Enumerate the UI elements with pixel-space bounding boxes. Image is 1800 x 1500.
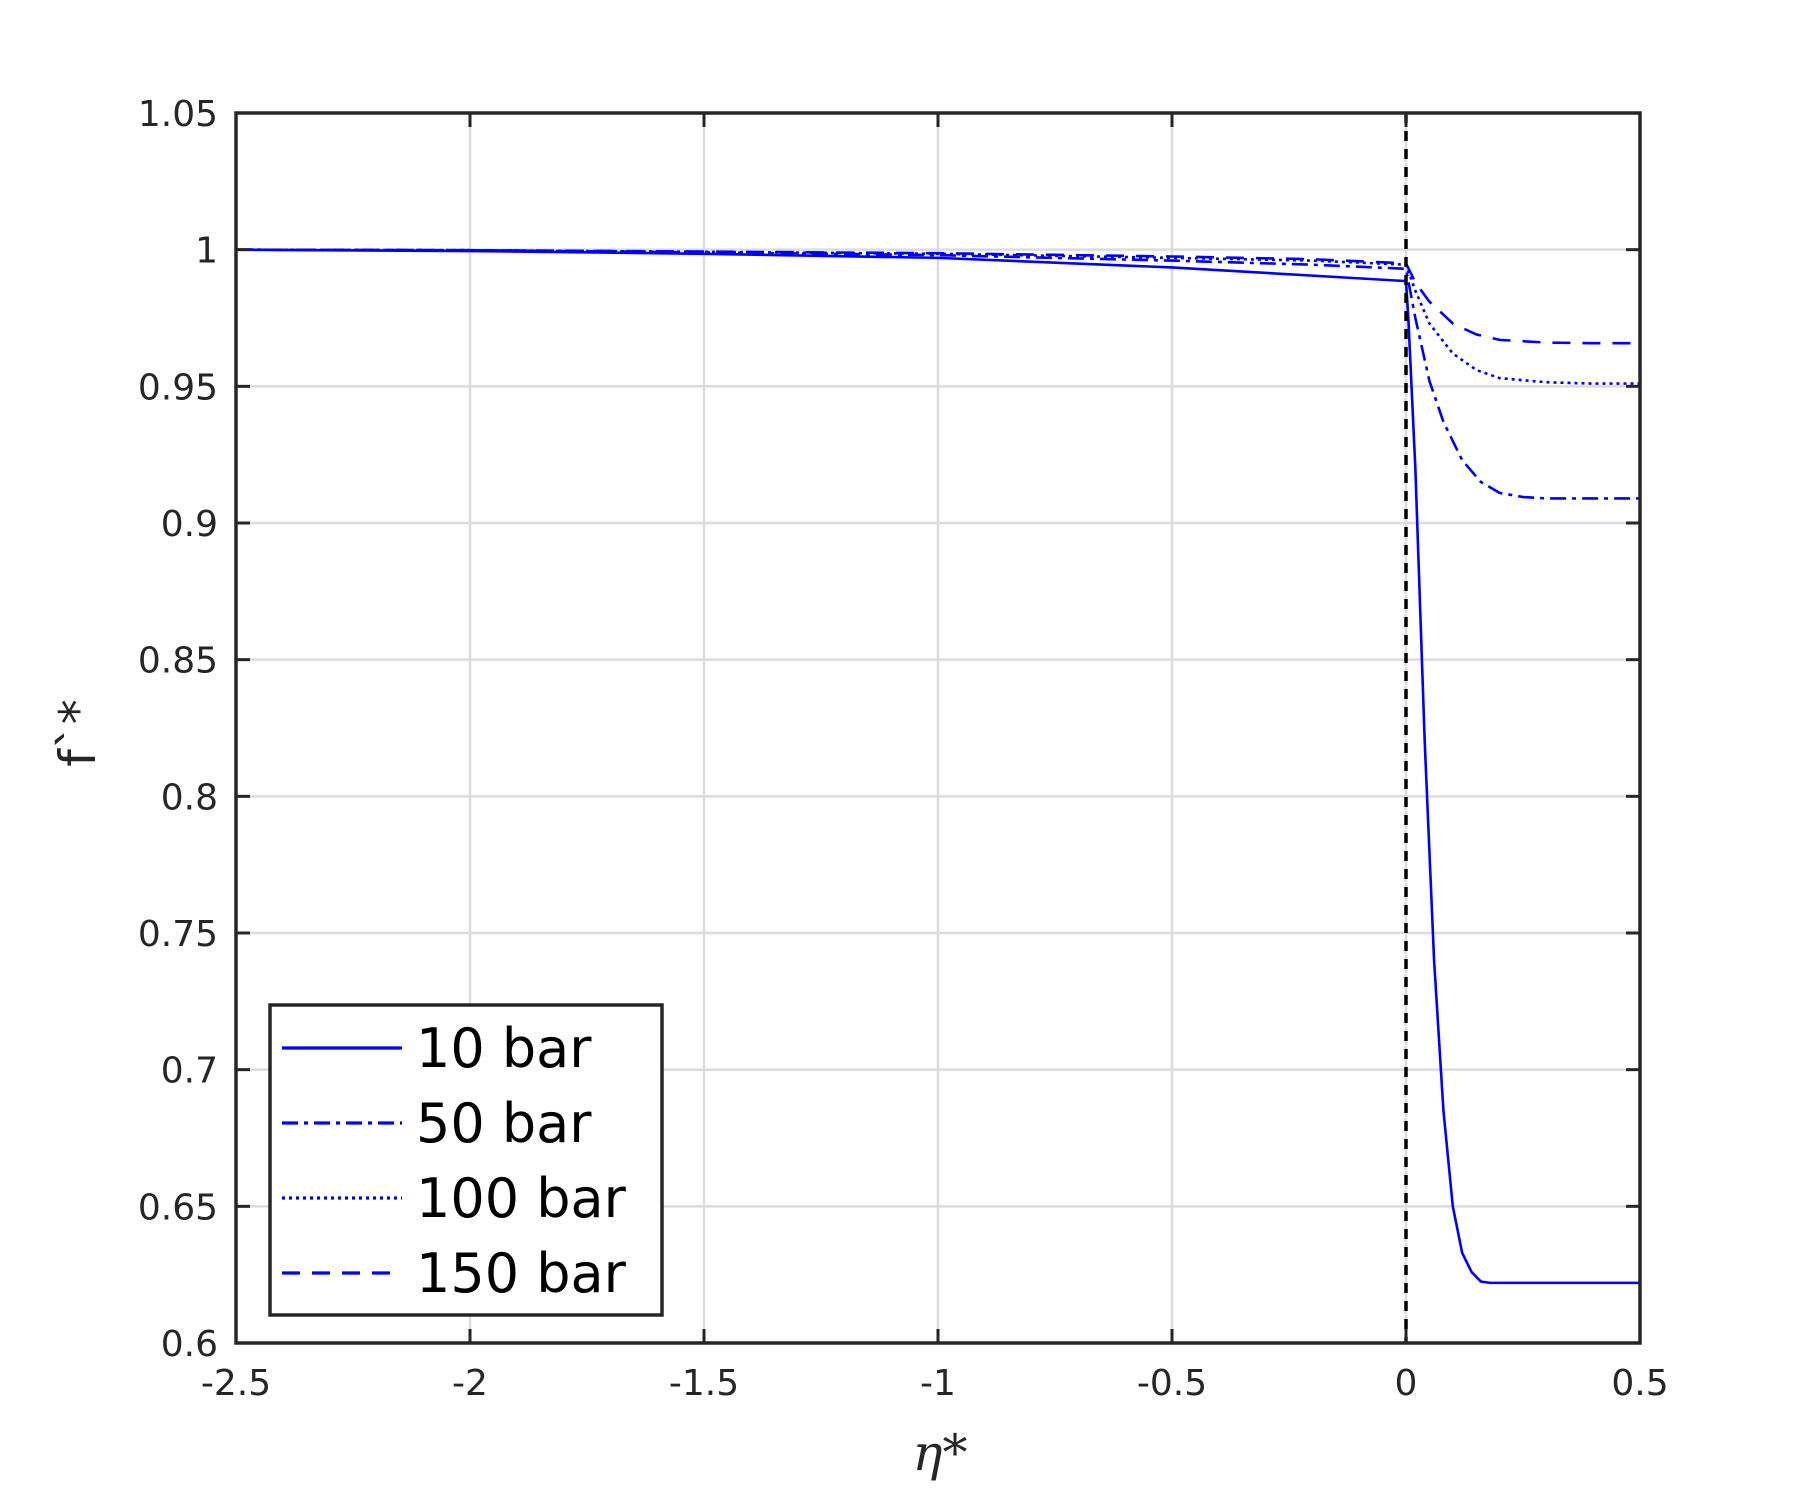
legend-label-2: 50 bar <box>416 1092 592 1155</box>
x-tick-label: -1.5 <box>669 1363 739 1404</box>
tick-marks <box>234 111 1642 1345</box>
x-tick-label: -0.5 <box>1137 1363 1207 1404</box>
legend-label-1: 10 bar <box>416 1017 592 1080</box>
x-tick-label: -2.5 <box>201 1363 271 1404</box>
y-tick-label: 1 <box>195 231 218 272</box>
x-tick-label: -1 <box>920 1363 956 1404</box>
y-tick-label: 0.9 <box>161 504 218 545</box>
y-axis-label: f`* <box>49 699 107 767</box>
legend-label-3: 100 bar <box>416 1167 627 1230</box>
x-tick-label: 0.5 <box>1611 1363 1668 1404</box>
legend: 10 bar 50 bar 100 bar 150 bar <box>268 1003 664 1317</box>
y-tick-label: 0.75 <box>138 914 218 955</box>
x-axis-label: η* <box>913 1424 968 1482</box>
x-tick-label: -2 <box>452 1363 488 1404</box>
y-tick-label: 0.65 <box>138 1187 218 1228</box>
y-tick-label: 1.05 <box>138 94 218 135</box>
series-lines <box>235 248 1640 1285</box>
legend-box <box>268 1003 664 1317</box>
legend-label-4: 150 bar <box>416 1242 627 1305</box>
tick-labels: -2.5 -2 -1.5 -1 -0.5 0 0.5 0.6 0.65 0.7 0.75 0.8 0.8… <box>138 94 1669 1404</box>
y-tick-label: 0.6 <box>161 1324 218 1365</box>
y-tick-label: 0.85 <box>138 641 218 682</box>
y-tick-label: 0.8 <box>161 777 218 818</box>
y-tick-label: 0.7 <box>161 1051 218 1092</box>
series-line-1 <box>235 248 1640 1285</box>
x-tick-label: 0 <box>1395 1363 1418 1404</box>
y-tick-label: 0.95 <box>138 367 218 408</box>
series-line-2 <box>235 248 1640 500</box>
series-line-4 <box>235 248 1640 345</box>
